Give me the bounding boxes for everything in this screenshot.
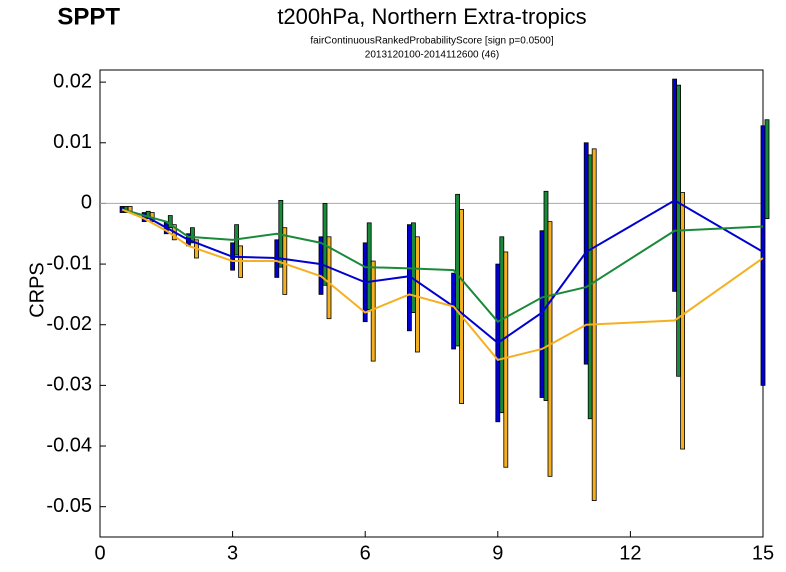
series-line — [121, 208, 764, 323]
y-tick-label: 0.02 — [53, 70, 92, 92]
error-bar — [459, 209, 465, 404]
series-line — [121, 208, 764, 362]
error-bar — [282, 227, 288, 295]
y-tick-label: -0.04 — [46, 434, 92, 456]
y-axis-label: CRPS — [26, 262, 48, 318]
error-bar — [587, 154, 593, 420]
error-bar — [455, 193, 461, 347]
x-tick-label: 12 — [619, 542, 641, 564]
y-tick-label: 0.01 — [53, 131, 92, 153]
error-bar — [499, 236, 505, 414]
x-tick-label: 15 — [752, 542, 774, 564]
error-bar — [370, 260, 376, 362]
error-bar — [503, 251, 509, 468]
series-line — [121, 199, 764, 345]
y-tick-label: -0.01 — [46, 252, 92, 274]
y-tick-label: 0 — [81, 192, 92, 214]
error-bar — [760, 125, 766, 386]
corner-label: SPPT — [57, 3, 120, 30]
error-bar — [547, 221, 553, 477]
x-tick-label: 0 — [94, 542, 105, 564]
error-bar — [764, 119, 770, 219]
error-bar — [451, 272, 457, 350]
error-bar — [189, 227, 195, 244]
chart-title: t200hPa, Northern Extra-tropics — [277, 4, 586, 29]
y-tick-label: -0.02 — [46, 313, 92, 335]
error-bar — [672, 78, 677, 292]
y-tick-label: -0.03 — [46, 374, 92, 396]
error-bar — [326, 236, 332, 320]
y-tick-label: -0.05 — [46, 495, 92, 517]
x-tick-label: 9 — [492, 542, 503, 564]
x-tick-label: 3 — [227, 542, 238, 564]
plot-frame — [99, 69, 764, 538]
error-bar — [167, 215, 173, 229]
error-bar — [680, 192, 685, 450]
x-tick-label: 6 — [360, 542, 371, 564]
error-bar — [414, 236, 420, 353]
chart-subtitle: 2013120100-2014112600 (46) — [365, 50, 499, 61]
chart-subtitle: fairContinuousRankedProbabilityScore [si… — [310, 36, 553, 47]
